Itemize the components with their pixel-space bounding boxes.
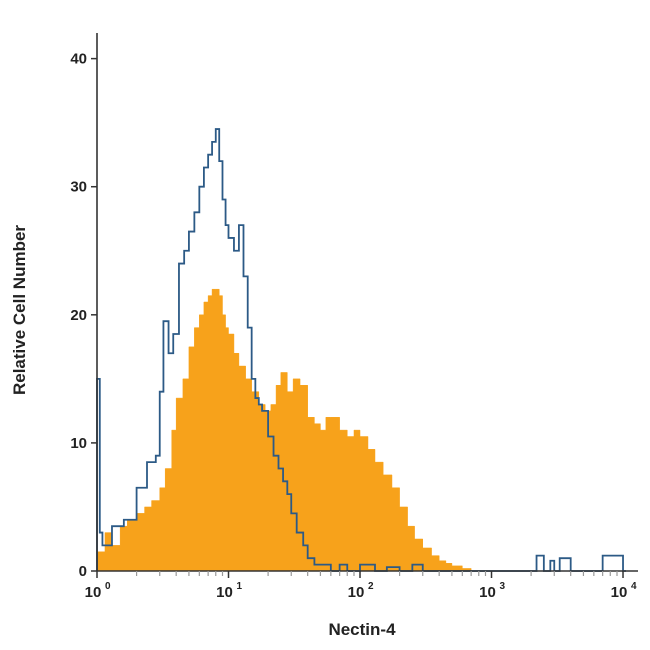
y-tick-label: 30 <box>70 179 87 196</box>
x-tick-label: 10 <box>611 584 628 601</box>
x-tick-label: 10 <box>85 584 102 601</box>
y-tick-label: 10 <box>70 435 87 452</box>
x-tick-exponent: 4 <box>631 581 637 592</box>
y-axis-label: Relative Cell Number <box>10 225 29 395</box>
x-tick-exponent: 1 <box>237 581 243 592</box>
y-tick-label: 20 <box>70 307 87 324</box>
axes-layer <box>96 33 638 572</box>
x-tick-exponent: 2 <box>368 581 374 592</box>
x-axis-label: Nectin-4 <box>328 620 396 639</box>
x-tick-exponent: 0 <box>105 581 111 592</box>
x-tick-label: 10 <box>479 584 496 601</box>
x-tick-group: 10 0 10 1 10 2 10 3 10 4 <box>85 571 637 601</box>
series-0-filled-histogram <box>96 288 475 572</box>
x-tick-label: 10 <box>348 584 365 601</box>
x-tick-exponent: 3 <box>500 581 506 592</box>
plot-series-layer <box>96 128 627 572</box>
x-tick-label: 10 <box>216 584 233 601</box>
y-tick-group: 0 10 20 30 40 <box>70 51 97 580</box>
y-tick-label: 40 <box>70 51 87 68</box>
y-tick-label: 0 <box>79 563 87 580</box>
